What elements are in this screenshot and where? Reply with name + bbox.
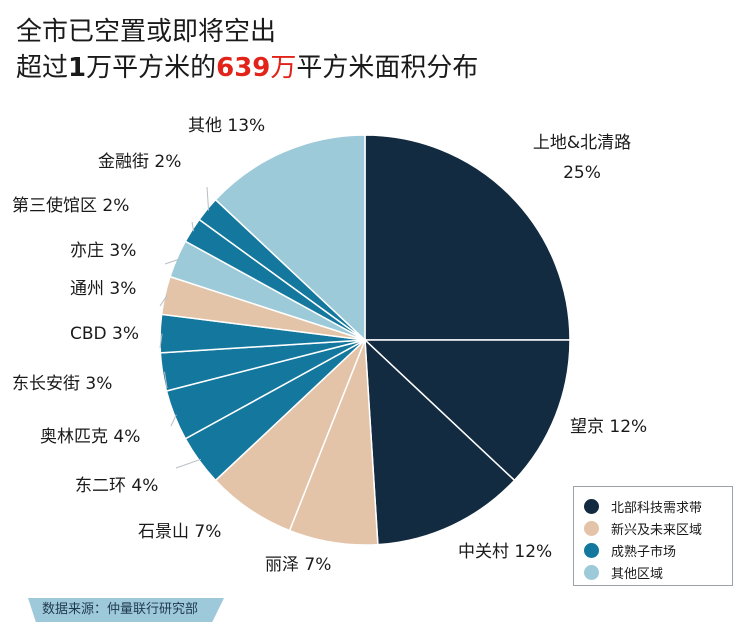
legend: 北部科技需求带 新兴及未来区域 成熟子市场其他区域	[573, 486, 733, 586]
slice-label-14: 其他 13%	[188, 116, 265, 136]
title-line-2-prefix: 超过	[16, 53, 69, 83]
leader-line-7	[170, 414, 177, 427]
pie-slice-14	[214, 134, 366, 342]
pie-slices	[159, 134, 571, 546]
leader-line-13	[206, 186, 210, 211]
leader-line-12	[191, 221, 195, 232]
slice-label-9: CBD 3%	[70, 324, 139, 344]
legend-item-4: 其他区域	[584, 561, 732, 583]
legend-label-1: 北部科技需求带	[611, 500, 703, 516]
legend-swatch-3	[584, 542, 599, 558]
legend-swatch-4	[584, 564, 599, 580]
title-line-1: 全市已空置或即将空出	[16, 17, 277, 47]
legend-item-2: 新兴及未来区域	[584, 517, 732, 539]
leader-line-10	[159, 295, 168, 307]
slice-label-3: 中关村 12%	[458, 542, 552, 562]
slice-label-6: 东二环 4%	[75, 476, 158, 496]
source-note: 数据来源：仲量联行研究部	[28, 598, 225, 622]
title-line-2: 超过1万平方米的639万平方米面积分布	[16, 50, 716, 86]
slice-label-10: 通州 3%	[70, 279, 136, 299]
pie-slice-2	[363, 339, 571, 482]
title-unit-wan: 万	[270, 53, 297, 83]
slice-label-12: 第三使馆区 2%	[12, 195, 129, 216]
leader-line-6	[175, 458, 201, 469]
legend-item-3: 成熟子市场	[584, 539, 732, 561]
slice-label-4: 丽泽 7%	[265, 555, 331, 575]
chart-title: 全市已空置或即将空出 超过1万平方米的639万平方米面积分布	[16, 14, 716, 86]
title-number-639: 639	[216, 53, 271, 83]
legend-swatch-1	[584, 498, 599, 514]
title-line-2-mid: 万平方米的	[86, 53, 217, 83]
leader-line-11	[164, 258, 179, 265]
title-line-2-suffix: 平方米面积分布	[296, 53, 479, 83]
slice-label-8: 东长安街 3%	[12, 374, 112, 394]
slice-label-7: 奥林匹克 4%	[40, 427, 140, 447]
pie-slice-3	[364, 338, 516, 546]
legend-item-1: 北部科技需求带	[584, 495, 732, 517]
legend-swatch-2	[584, 520, 599, 536]
legend-label-3: 成熟子市场	[611, 544, 677, 560]
slice-label-13: 金融街 2%	[98, 152, 181, 172]
leader-line-9	[159, 333, 163, 349]
slice-label-1: 上地&北清路 25%	[533, 133, 631, 183]
slice-label-2: 望京 12%	[570, 417, 647, 437]
pie-slice-1	[364, 134, 571, 341]
slice-label-5: 石景山 7%	[138, 522, 221, 542]
legend-label-2: 新兴及未来区域	[611, 522, 703, 538]
slice-label-11: 亦庄 3%	[70, 241, 136, 261]
leader-line-8	[164, 371, 168, 389]
legend-label-4: 其他区域	[611, 566, 664, 582]
title-number-1: 1	[68, 53, 87, 83]
